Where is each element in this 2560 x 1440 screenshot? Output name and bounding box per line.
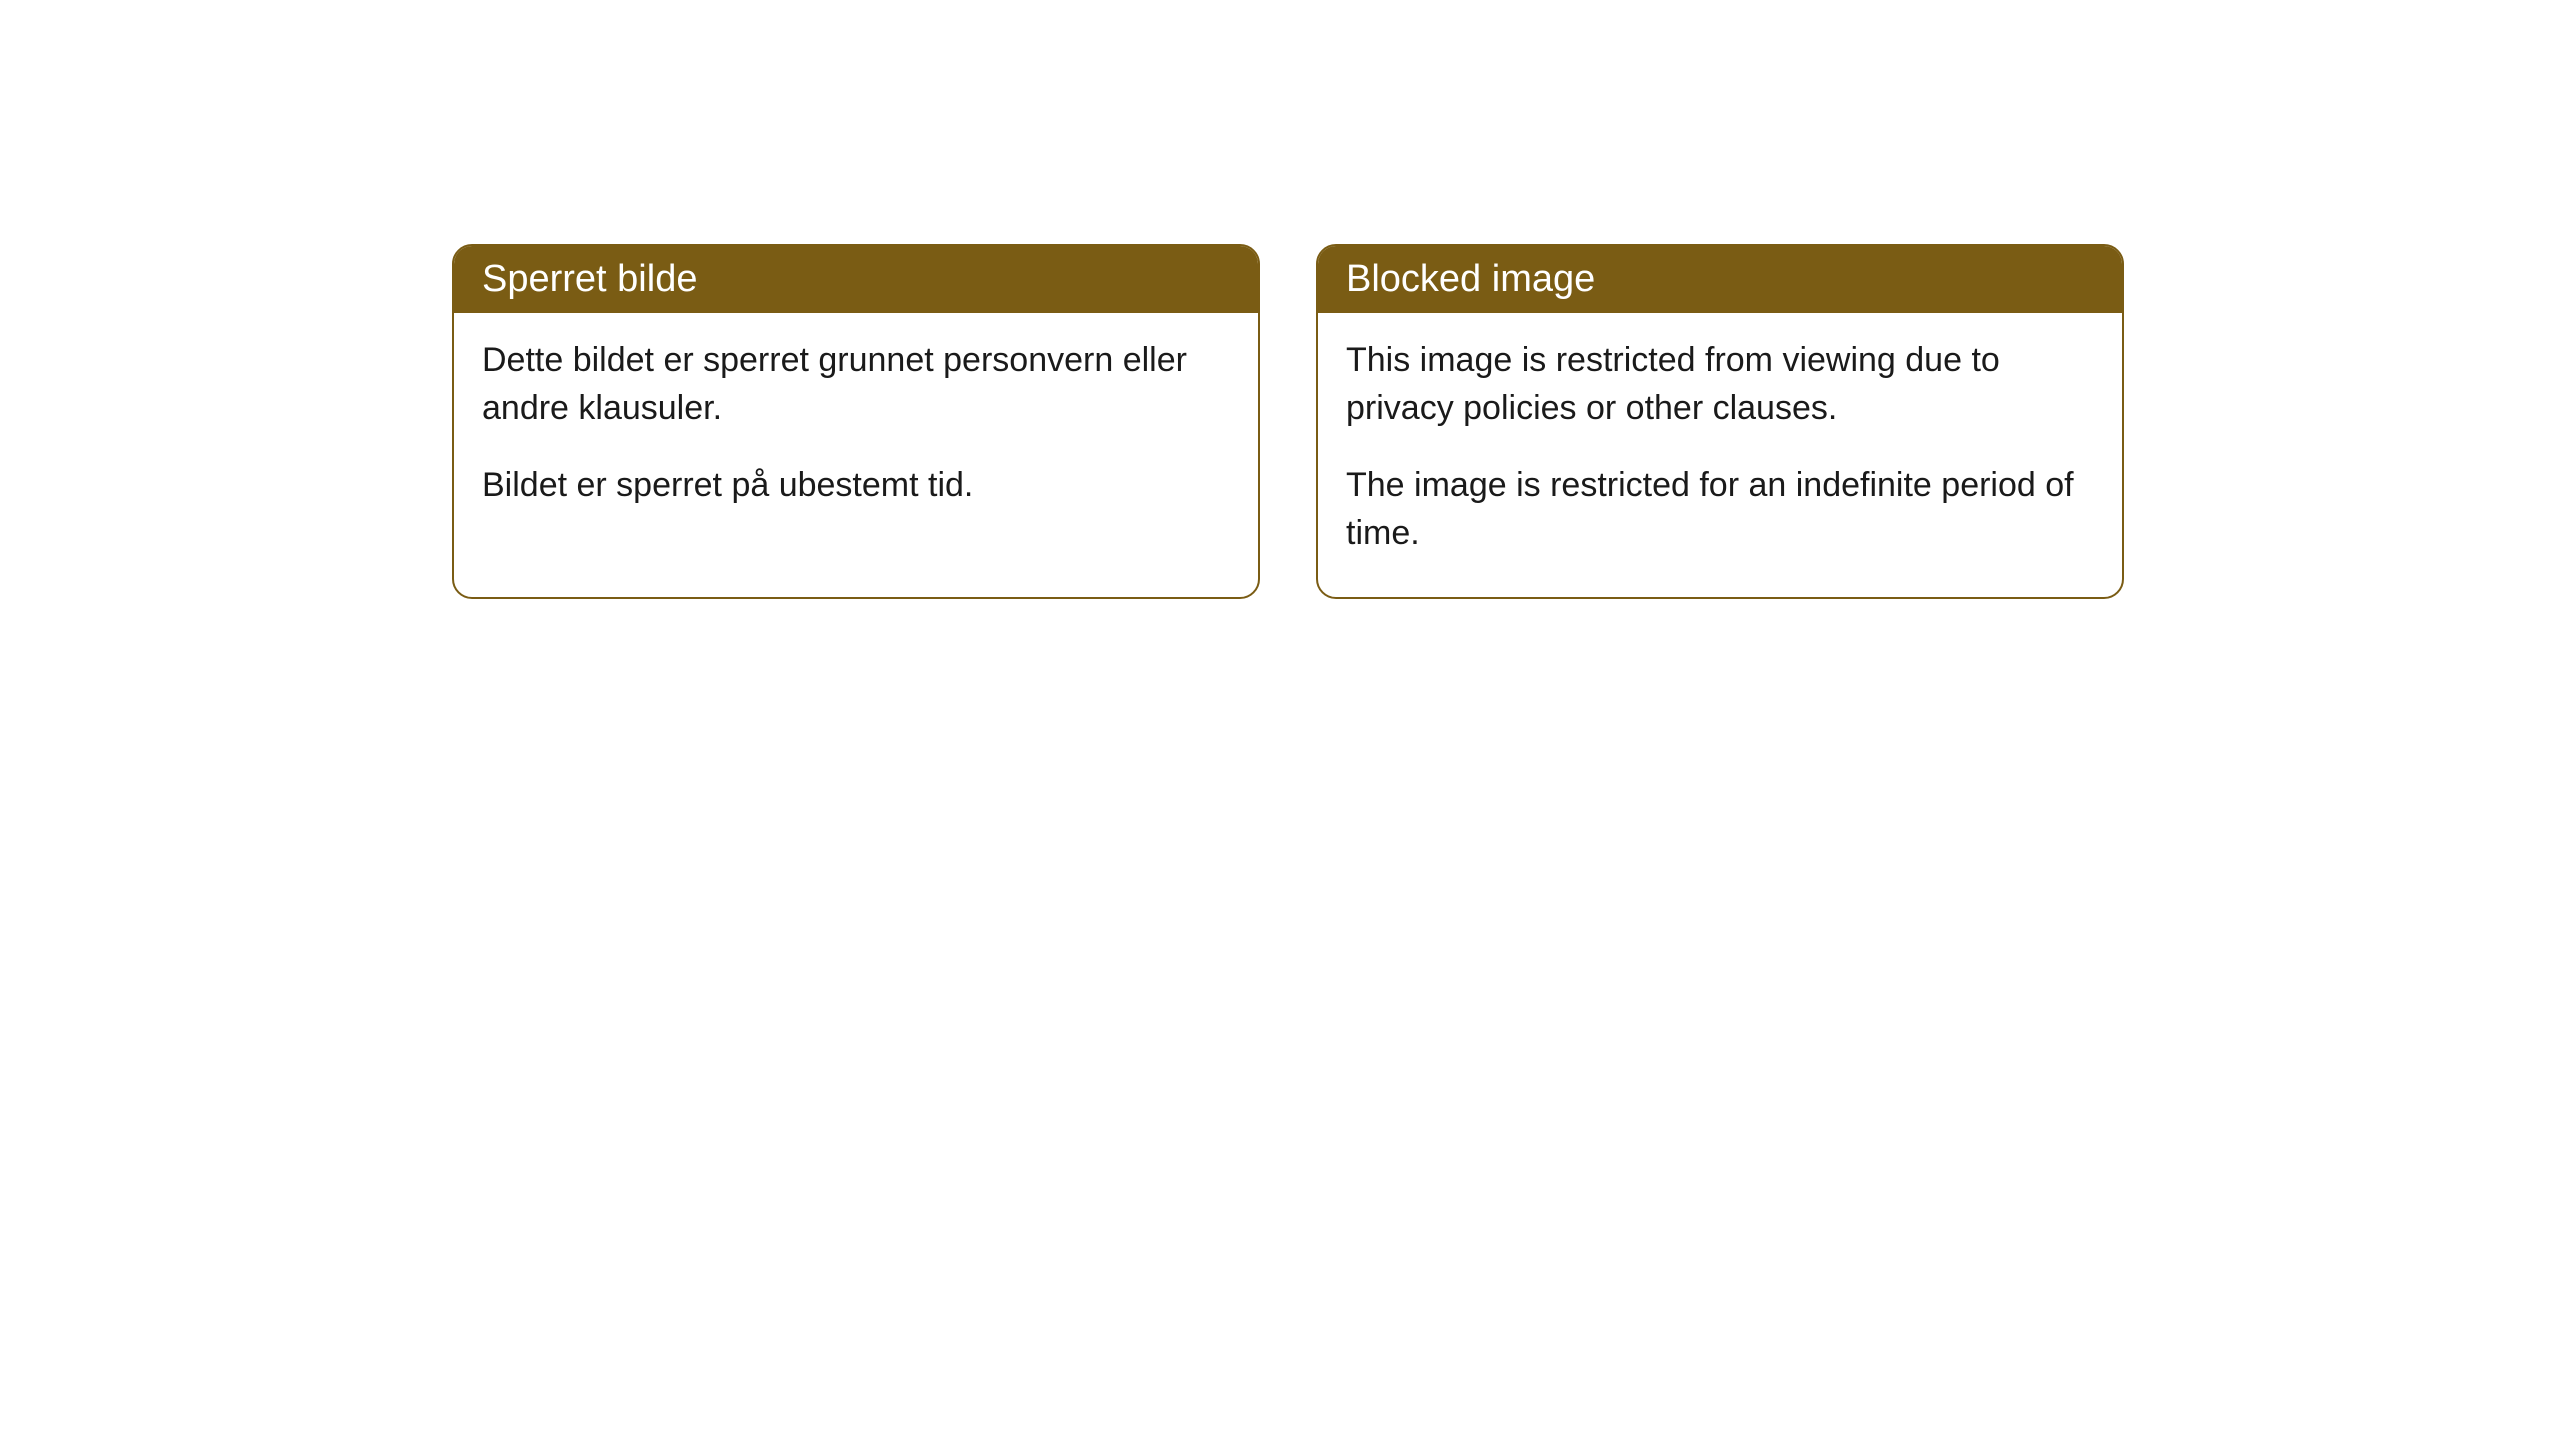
card-header-english: Blocked image <box>1318 246 2122 313</box>
cards-container: Sperret bilde Dette bildet er sperret gr… <box>452 244 2124 599</box>
card-header-norwegian: Sperret bilde <box>454 246 1258 313</box>
card-title: Blocked image <box>1346 258 1595 300</box>
card-paragraph: This image is restricted from viewing du… <box>1346 337 2094 432</box>
card-body-norwegian: Dette bildet er sperret grunnet personve… <box>454 313 1258 550</box>
card-body-english: This image is restricted from viewing du… <box>1318 313 2122 597</box>
card-paragraph: Bildet er sperret på ubestemt tid. <box>482 462 1230 510</box>
card-english: Blocked image This image is restricted f… <box>1316 244 2124 599</box>
card-norwegian: Sperret bilde Dette bildet er sperret gr… <box>452 244 1260 599</box>
card-paragraph: Dette bildet er sperret grunnet personve… <box>482 337 1230 432</box>
card-paragraph: The image is restricted for an indefinit… <box>1346 462 2094 557</box>
card-title: Sperret bilde <box>482 258 697 300</box>
